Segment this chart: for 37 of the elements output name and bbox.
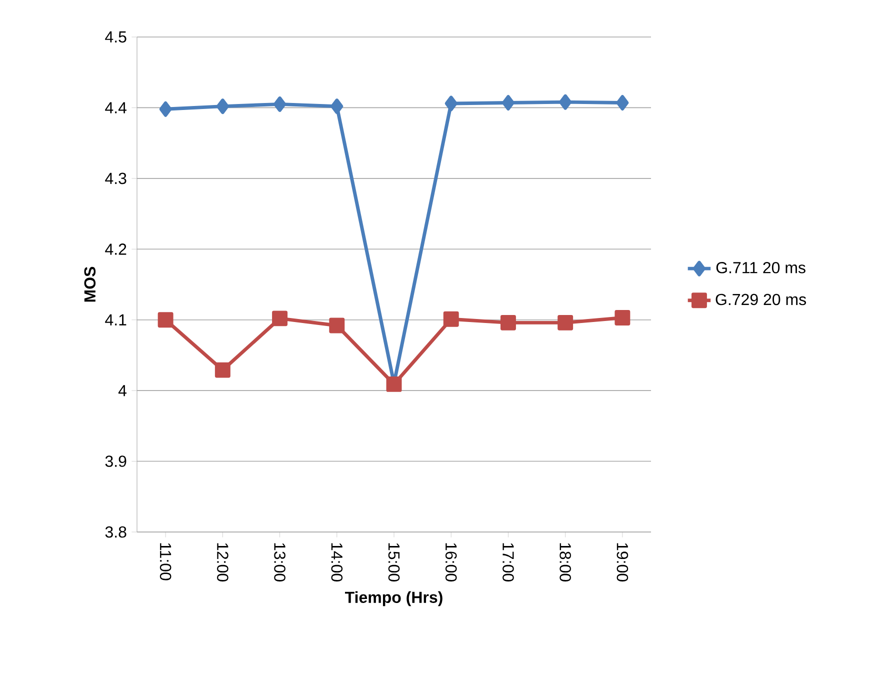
y-tick-label: 4.4: [105, 102, 126, 114]
y-tick-label: 3.8: [105, 526, 126, 538]
x-tick-label: 18:00: [560, 543, 571, 582]
point: [272, 310, 288, 326]
y-tick-label: 4.1: [105, 314, 126, 326]
y-tick-label: 4: [118, 385, 126, 396]
y-axis-title: MOS: [84, 266, 96, 302]
y-tick-label: 4.3: [105, 172, 126, 184]
point: [444, 96, 458, 112]
x-tick-label: 19:00: [616, 543, 628, 582]
point: [214, 362, 230, 378]
point: [559, 94, 572, 110]
x-tick-label: 13:00: [274, 543, 286, 582]
x-tick-label: 11:00: [160, 543, 172, 580]
point: [329, 318, 345, 334]
point: [443, 311, 459, 327]
point: [614, 310, 630, 326]
y-tick-label: 4.5: [105, 31, 126, 43]
point: [274, 96, 286, 112]
y-tick-label: 4.2: [105, 244, 126, 255]
point: [158, 312, 174, 328]
legend-label: G.711 20 ms: [716, 262, 806, 274]
x-tick-label: 15:00: [388, 543, 400, 582]
point: [616, 95, 629, 110]
point: [502, 95, 514, 110]
x-tick-label: 12:00: [217, 543, 228, 582]
point: [500, 314, 516, 330]
y-tick-label: 3.9: [105, 456, 126, 467]
point: [216, 98, 229, 114]
point: [558, 314, 574, 330]
x-tick-label: 14:00: [331, 543, 343, 582]
x-tick-label: 16:00: [445, 543, 457, 582]
x-axis-title: Tiempo (Hrs): [345, 591, 442, 606]
legend-label: G.729 20 ms: [716, 294, 806, 306]
x-tick-label: 17:00: [502, 543, 514, 582]
point: [330, 98, 344, 114]
point: [159, 101, 172, 117]
